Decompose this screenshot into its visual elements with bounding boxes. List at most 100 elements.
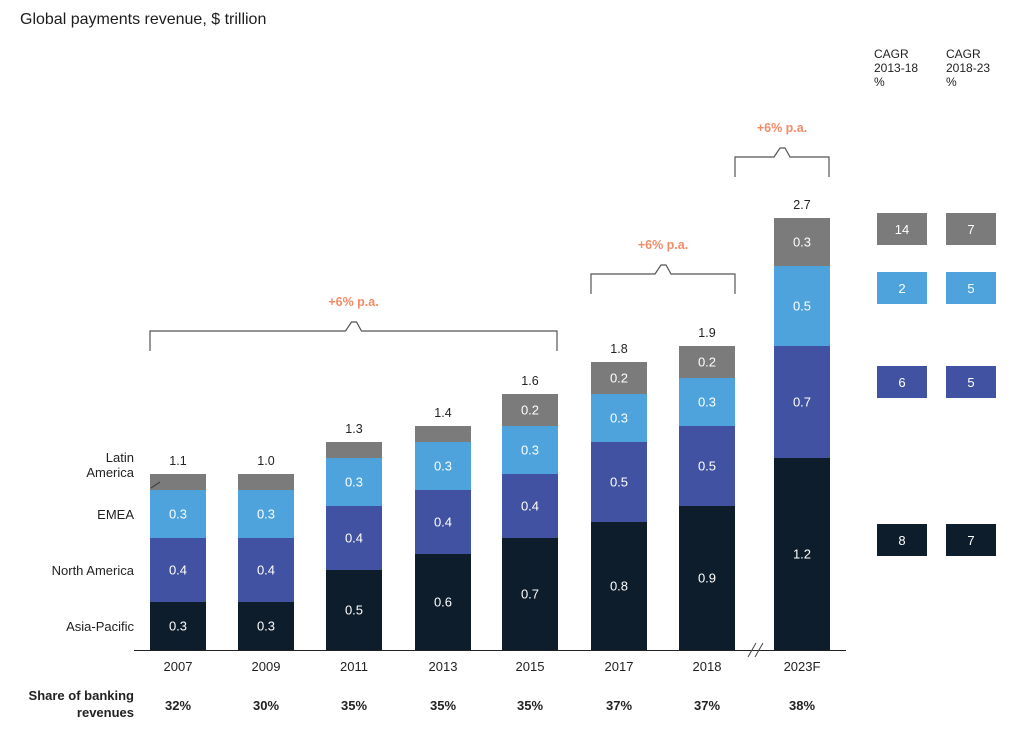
bar-segment-latin-america (238, 474, 294, 490)
cagr-header-line: CAGR (946, 47, 981, 61)
legend-label-north-america: North America (52, 563, 135, 578)
bar-value-label: 0.3 (698, 395, 716, 410)
bar-segment-asia-pacific (591, 522, 647, 650)
bar-segment-asia-pacific (502, 538, 558, 650)
cagr-header-2018-23: CAGR 2018-23 % (946, 47, 990, 89)
bar-segment-latin-america (679, 346, 735, 378)
cagr-value: 14 (895, 222, 909, 237)
bar-value-label: 0.5 (793, 299, 811, 314)
bar-segment-latin-america (774, 218, 830, 266)
bar-value-label: 0.9 (698, 571, 716, 586)
share-value: 35% (430, 698, 456, 713)
cagr-header-line: % (946, 75, 957, 89)
bar-segment-asia-pacific (415, 554, 471, 650)
bar-segment-latin-america (591, 362, 647, 394)
legend-label-latin-america: America (86, 465, 134, 480)
growth-bracket (590, 264, 736, 294)
bar-value-label: 0.4 (169, 563, 187, 578)
legend-label-latin-america: Latin (106, 450, 134, 465)
bar-segment-emea (774, 266, 830, 346)
bar-value-label: 0.4 (345, 531, 363, 546)
bar-segment-emea (415, 442, 471, 490)
share-value: 35% (517, 698, 543, 713)
bar-segment-emea (150, 490, 206, 538)
bar-value-label: 0.6 (434, 595, 452, 610)
growth-annotation-label: +6% p.a. (757, 121, 807, 135)
bar-segment-north-america (150, 538, 206, 602)
x-tick-label: 2011 (340, 659, 368, 674)
bar-total-label: 1.6 (521, 374, 538, 388)
bar-value-label: 0.5 (610, 475, 628, 490)
bar-total-label: 1.9 (698, 326, 715, 340)
share-value: 30% (253, 698, 279, 713)
bar-value-label: 0.3 (793, 235, 811, 250)
cagr-box-north-america (946, 366, 996, 398)
bar-value-label: 0.3 (521, 443, 539, 458)
cagr-value: 6 (898, 375, 905, 390)
share-value: 38% (789, 698, 815, 713)
cagr-box-latin-america (877, 213, 927, 245)
cagr-header-line: 2018-23 (946, 61, 991, 75)
bar-segment-north-america (238, 538, 294, 602)
cagr-header-line: 2013-18 (874, 61, 919, 75)
cagr-value: 7 (967, 533, 974, 548)
bar-value-label: 0.5 (698, 459, 716, 474)
bar-value-label: 0.2 (610, 371, 628, 386)
axis-break-mark (754, 642, 764, 658)
bar-segment-emea (591, 394, 647, 442)
bar-segment-asia-pacific (238, 602, 294, 650)
legend-leader-line (150, 481, 161, 489)
bar-value-label: 0.7 (521, 587, 539, 602)
bar-segment-north-america (679, 426, 735, 506)
cagr-header-line: CAGR (874, 47, 909, 61)
x-tick-label: 2017 (605, 659, 634, 674)
bar-segment-north-america (415, 490, 471, 554)
x-tick-label: 2009 (252, 659, 281, 674)
share-value: 32% (165, 698, 191, 713)
bar-segment-north-america (774, 346, 830, 458)
bar-total-label: 1.4 (434, 406, 451, 420)
bar-value-label: 0.8 (610, 579, 628, 594)
cagr-box-emea (946, 272, 996, 304)
cagr-value: 7 (967, 222, 974, 237)
bar-segment-asia-pacific (150, 602, 206, 650)
bar-value-label: 0.7 (793, 395, 811, 410)
bar-value-label: 1.2 (793, 547, 811, 562)
growth-annotation-label: +6% p.a. (638, 238, 688, 252)
growth-annotation-label: +6% p.a. (328, 295, 378, 309)
growth-bracket (149, 321, 558, 351)
x-tick-label: 2007 (164, 659, 193, 674)
bar-segment-latin-america (326, 442, 382, 458)
cagr-value: 8 (898, 533, 905, 548)
cagr-box-asia-pacific (946, 524, 996, 556)
bar-segment-emea (679, 378, 735, 426)
growth-bracket (734, 147, 830, 177)
bar-segment-emea (238, 490, 294, 538)
share-row-label: Share of banking (29, 688, 135, 703)
bar-total-label: 1.1 (169, 454, 186, 468)
share-value: 37% (694, 698, 720, 713)
bar-value-label: 0.4 (434, 515, 452, 530)
cagr-box-north-america (877, 366, 927, 398)
bar-segment-north-america (326, 506, 382, 570)
bar-total-label: 1.0 (257, 454, 274, 468)
x-tick-label: 2023F (784, 659, 821, 674)
bar-segment-latin-america (502, 394, 558, 426)
bar-value-label: 0.5 (345, 603, 363, 618)
bar-segment-emea (502, 426, 558, 474)
cagr-box-asia-pacific (877, 524, 927, 556)
share-value: 37% (606, 698, 632, 713)
bar-value-label: 0.3 (169, 507, 187, 522)
legend-label-asia-pacific: Asia-Pacific (66, 619, 134, 634)
bar-value-label: 0.3 (169, 619, 187, 634)
bar-value-label: 0.2 (698, 355, 716, 370)
bar-value-label: 0.3 (257, 619, 275, 634)
bar-value-label: 0.4 (257, 563, 275, 578)
x-tick-label: 2015 (516, 659, 545, 674)
bar-total-label: 2.7 (793, 198, 810, 212)
bar-value-label: 0.4 (521, 499, 539, 514)
bar-value-label: 0.3 (257, 507, 275, 522)
cagr-value: 5 (967, 375, 974, 390)
cagr-header-2013-18: CAGR 2013-18 % (874, 47, 918, 89)
